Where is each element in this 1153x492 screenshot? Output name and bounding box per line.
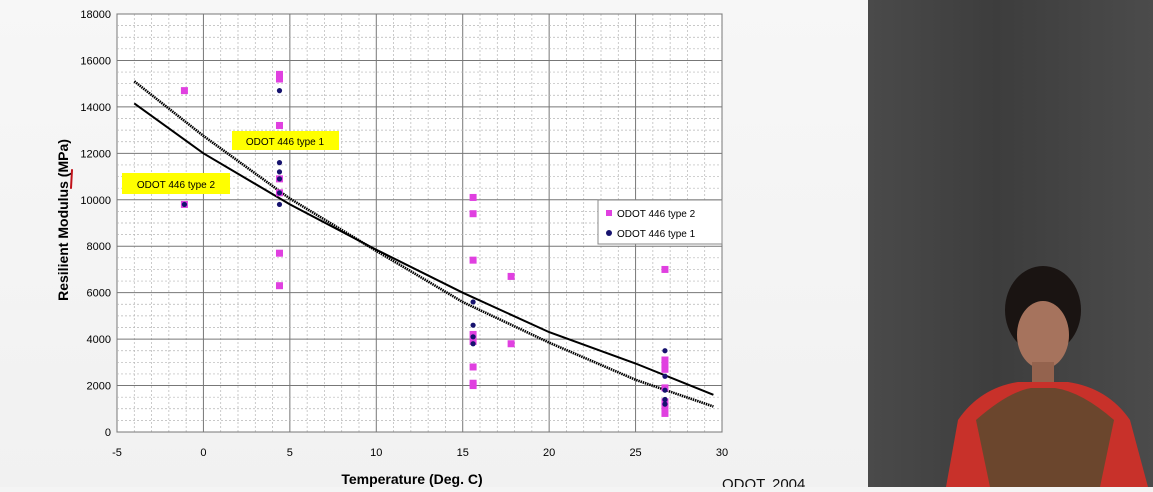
source-citation: ODOT, 2004 bbox=[722, 476, 805, 487]
presenter-face bbox=[1017, 301, 1069, 369]
y-tick-label: 14000 bbox=[80, 102, 111, 114]
data-point-type-2 bbox=[469, 382, 477, 390]
data-point-type-2 bbox=[661, 409, 669, 417]
presenter-video-panel bbox=[868, 0, 1153, 487]
data-point-type-2 bbox=[275, 121, 283, 129]
y-tick-label: 8000 bbox=[87, 241, 111, 253]
data-point-type-2 bbox=[507, 340, 515, 348]
x-tick-label: 10 bbox=[370, 447, 382, 459]
data-point-type-2 bbox=[180, 87, 188, 95]
x-tick-label: 30 bbox=[716, 447, 728, 459]
legend-marker-type-1 bbox=[606, 230, 612, 236]
slide: 0 2000 4000 6000 8000 10000 12000 14000 16000 180… bbox=[0, 0, 868, 487]
legend-label-type-2: ODOT 446 type 2 bbox=[617, 209, 696, 220]
y-tick-label: 18000 bbox=[80, 9, 111, 21]
data-points bbox=[180, 70, 669, 417]
data-point-type-2 bbox=[661, 356, 669, 364]
data-point-type-1 bbox=[276, 88, 283, 94]
underline-mark bbox=[70, 169, 73, 189]
data-point-type-1 bbox=[181, 201, 188, 208]
legend: ODOT 446 type 2 ODOT 446 type 1 bbox=[597, 199, 723, 245]
data-point-type-2 bbox=[507, 272, 515, 280]
legend-label-type-1: ODOT 446 type 1 bbox=[617, 229, 696, 240]
trend-lines bbox=[133, 80, 714, 408]
x-tick-label: 5 bbox=[287, 447, 293, 459]
data-point-type-2 bbox=[275, 249, 283, 257]
legend-marker-type-2 bbox=[606, 210, 612, 216]
data-point-type-1 bbox=[470, 299, 476, 305]
data-point-type-2 bbox=[661, 265, 669, 273]
data-point-type-2 bbox=[469, 210, 477, 218]
trend-line-type-2 bbox=[133, 80, 714, 408]
data-point-type-1 bbox=[470, 341, 476, 347]
x-tick-label: 15 bbox=[457, 447, 469, 459]
trend-line-type-1 bbox=[133, 102, 714, 396]
y-tick-label: 12000 bbox=[80, 148, 111, 160]
x-tick-label: -5 bbox=[112, 447, 122, 459]
y-tick-label: 2000 bbox=[87, 381, 111, 393]
y-tick-label: 10000 bbox=[80, 195, 111, 207]
y-tick-label: 6000 bbox=[87, 288, 111, 300]
data-point-type-2 bbox=[469, 256, 477, 264]
data-point-type-1 bbox=[276, 190, 283, 196]
data-point-type-1 bbox=[662, 401, 668, 407]
data-point-type-2 bbox=[469, 193, 477, 201]
x-axis-title: Temperature (Deg. C) bbox=[341, 471, 482, 487]
data-point-type-2 bbox=[275, 70, 283, 78]
y-tick-label: 4000 bbox=[87, 334, 111, 346]
data-point-type-1 bbox=[276, 169, 283, 175]
data-point-type-1 bbox=[662, 387, 668, 393]
data-point-type-2 bbox=[661, 365, 669, 373]
x-tick-labels: -5 0 5 10 15 20 25 30 bbox=[112, 447, 728, 459]
data-point-type-1 bbox=[470, 334, 476, 340]
svg-text:ODOT 446 type 1: ODOT 446 type 1 bbox=[246, 137, 325, 148]
presenter-image bbox=[946, 266, 1148, 487]
y-axis-title: Resilient Modulus (MPa) bbox=[55, 139, 71, 301]
y-tick-label: 0 bbox=[105, 427, 111, 439]
svg-text:ODOT 446 type 2: ODOT 446 type 2 bbox=[137, 180, 216, 191]
presenter-scarf bbox=[976, 388, 1114, 487]
data-point-type-1 bbox=[276, 201, 283, 208]
data-point-type-1 bbox=[470, 322, 476, 328]
chart: 0 2000 4000 6000 8000 10000 12000 14000 16000 180… bbox=[55, 9, 805, 487]
data-point-type-1 bbox=[662, 373, 668, 379]
data-point-type-1 bbox=[276, 176, 283, 182]
callout-type-1: ODOT 446 type 1 bbox=[232, 131, 339, 150]
x-tick-label: 25 bbox=[629, 447, 641, 459]
y-tick-label: 16000 bbox=[80, 55, 111, 67]
y-tick-labels: 0 2000 4000 6000 8000 10000 12000 14000 16000 180… bbox=[80, 9, 111, 439]
presenter-neck bbox=[1032, 362, 1054, 388]
x-tick-label: 0 bbox=[200, 447, 206, 459]
data-point-type-2 bbox=[275, 75, 283, 83]
data-point-type-2 bbox=[661, 361, 669, 369]
callout-type-2: ODOT 446 type 2 bbox=[122, 173, 230, 194]
x-tick-label: 20 bbox=[543, 447, 555, 459]
data-point-type-2 bbox=[469, 363, 477, 371]
data-point-type-1 bbox=[662, 396, 668, 403]
data-point-type-1 bbox=[662, 348, 668, 354]
data-point-type-2 bbox=[275, 282, 283, 290]
data-point-type-1 bbox=[276, 160, 283, 166]
